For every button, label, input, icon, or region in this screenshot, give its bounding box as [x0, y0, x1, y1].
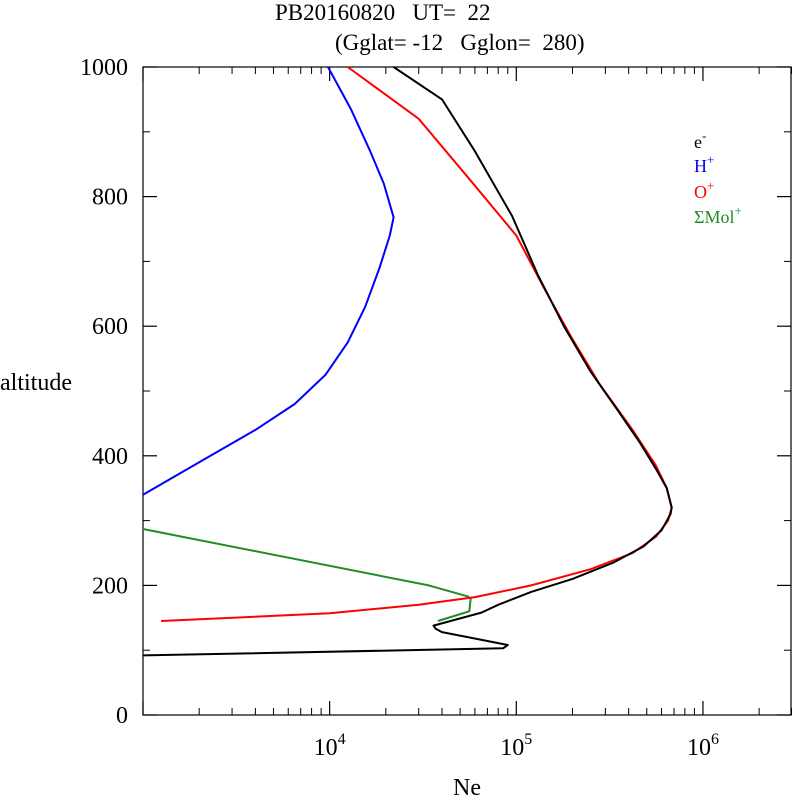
- chart-subtitle: (Gglat= -12 Gglon= 280): [335, 30, 585, 55]
- series-line-3: [142, 528, 472, 622]
- y-tick-label: 400: [92, 444, 128, 470]
- y-tick-label: 0: [116, 703, 128, 729]
- legend-entry: H+: [694, 152, 714, 176]
- series-layer: [142, 66, 673, 657]
- x-tick-label: 104: [314, 731, 346, 761]
- axis-labels: Ne altitude: [0, 370, 481, 796]
- y-tick-label: 1000: [80, 55, 128, 81]
- tick-labels: 0 200 400 600 800 1000 104 105 106: [80, 55, 719, 761]
- series-line-0: [142, 66, 673, 657]
- x-tick-label: 105: [500, 731, 532, 761]
- series-line-1: [142, 66, 395, 496]
- legend-entry: O+: [694, 178, 714, 202]
- series-line-2: [161, 66, 673, 622]
- y-tick-label: 200: [92, 573, 128, 599]
- y-tick-label: 600: [92, 314, 128, 340]
- y-axis-label: altitude: [0, 370, 72, 396]
- y-tick-label: 800: [92, 185, 128, 211]
- chart-title: PB20160820 UT= 22: [275, 0, 491, 25]
- x-axis-label: Ne: [453, 775, 481, 796]
- legend-entry: ΣMol+: [694, 203, 742, 227]
- legend-entry: e-: [694, 128, 706, 152]
- minor-ticks: [143, 67, 792, 715]
- legend: e-H+O+ΣMol+: [694, 128, 742, 227]
- x-tick-label: 106: [687, 731, 719, 761]
- major-ticks: [142, 66, 791, 716]
